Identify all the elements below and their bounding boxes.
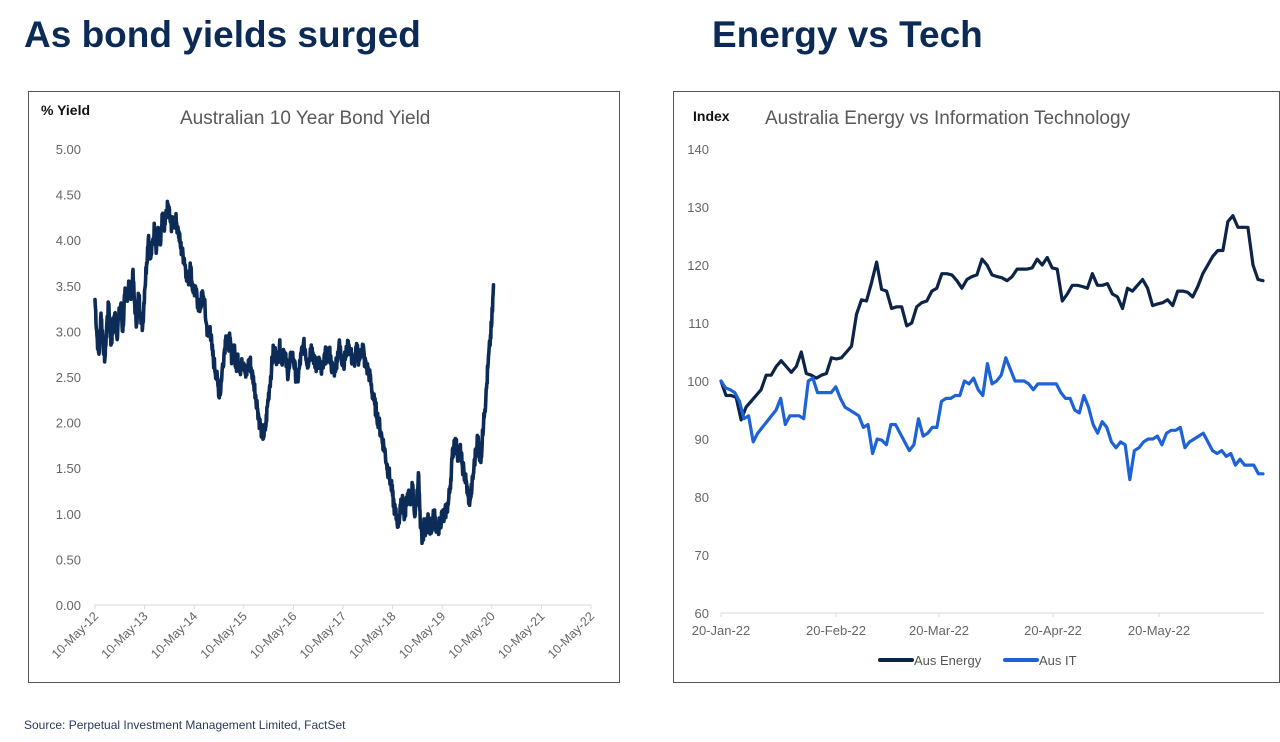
right-headline: Energy vs Tech (712, 14, 983, 55)
y-tick-label: 90 (695, 432, 709, 447)
chart-title: Australian 10 Year Bond Yield (180, 108, 430, 129)
y-tick-label: 1.00 (56, 507, 81, 522)
x-tick-label: 20-Apr-22 (1024, 623, 1082, 638)
y-tick-label: 5.00 (56, 142, 81, 157)
x-tick-label: 10-May-15 (198, 609, 250, 661)
y-tick-label: 130 (687, 200, 709, 215)
x-tick-label: 10-May-21 (495, 609, 547, 661)
y-tick-label: 80 (695, 490, 709, 505)
legend-label-it: Aus IT (1039, 653, 1077, 668)
y-tick-label: 120 (687, 258, 709, 273)
x-tick-label: 10-May-13 (99, 609, 151, 661)
bond-yield-line (93, 199, 496, 546)
energy-vs-tech-chart-panel: Index Australia Energy vs Information Te… (673, 91, 1280, 683)
x-tick-label: 10-May-19 (396, 609, 448, 661)
y-tick-label: 70 (695, 548, 709, 563)
y-tick-label: 3.00 (56, 324, 81, 339)
bond-yield-chart: % Yield Australian 10 Year Bond Yield 0.… (41, 102, 597, 661)
y-tick-label: 2.50 (56, 370, 81, 385)
x-tick-label: 20-Jan-22 (692, 623, 751, 638)
x-tick-label: 10-May-20 (446, 609, 498, 661)
it-line (719, 356, 1265, 482)
y-axis-label: Index (693, 108, 730, 124)
x-tick-label: 20-May-22 (1128, 623, 1190, 638)
y-tick-label: 3.50 (56, 279, 81, 294)
x-tick-label: 20-Mar-22 (909, 623, 969, 638)
x-tick-label: 10-May-17 (297, 609, 349, 661)
y-tick-label: 4.50 (56, 188, 81, 203)
y-tick-label: 4.00 (56, 233, 81, 248)
x-tick-label: 10-May-18 (347, 609, 399, 661)
y-tick-label: 1.50 (56, 461, 81, 476)
x-tick-label: 10-May-22 (545, 609, 597, 661)
y-tick-label: 2.00 (56, 416, 81, 431)
chart-title: Australia Energy vs Information Technolo… (765, 108, 1131, 129)
y-tick-label: 100 (687, 374, 709, 389)
bond-yield-chart-panel: % Yield Australian 10 Year Bond Yield 0.… (28, 91, 620, 683)
y-tick-label: 0.50 (56, 552, 81, 567)
energy-line (719, 214, 1265, 422)
x-tick-label: 10-May-16 (247, 609, 299, 661)
y-tick-label: 140 (687, 142, 709, 157)
energy-vs-it-chart: Index Australia Energy vs Information Te… (687, 108, 1265, 668)
y-axis-label: % Yield (41, 102, 90, 118)
left-headline: As bond yields surged (24, 14, 421, 55)
source-note: Source: Perpetual Investment Management … (24, 718, 346, 732)
y-tick-label: 110 (688, 316, 709, 331)
y-tick-label: 60 (695, 606, 709, 621)
y-tick-label: 0.00 (56, 598, 81, 613)
x-tick-label: 10-May-12 (49, 609, 101, 661)
x-tick-label: 10-May-14 (148, 609, 200, 661)
x-tick-label: 20-Feb-22 (806, 623, 866, 638)
legend-label-energy: Aus Energy (914, 653, 982, 668)
